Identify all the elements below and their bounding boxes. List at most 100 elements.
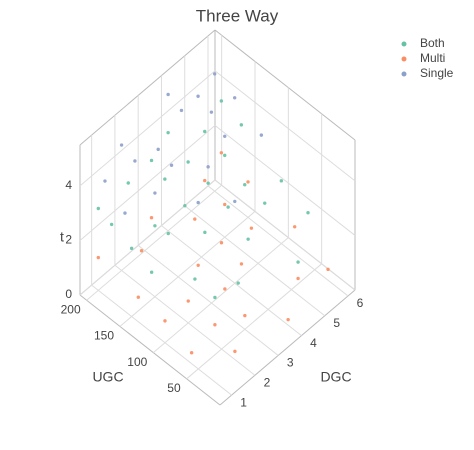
box-edge <box>79 29 216 146</box>
point <box>153 191 157 195</box>
legend-marker <box>401 41 407 47</box>
legend-marker <box>401 71 407 77</box>
point <box>226 205 230 209</box>
point <box>189 351 194 355</box>
point <box>123 211 127 215</box>
z-tick-label: 4 <box>65 178 72 192</box>
y-axis-title: UGC <box>92 369 123 385</box>
point <box>126 181 130 185</box>
z-tick-label: 0 <box>65 287 72 301</box>
point <box>232 96 237 100</box>
box-edge <box>219 289 356 406</box>
y-tick-label: 50 <box>167 381 181 395</box>
point <box>179 108 184 113</box>
point <box>96 206 101 211</box>
point <box>129 246 134 251</box>
point <box>196 94 200 98</box>
point <box>223 153 227 158</box>
point <box>259 133 264 137</box>
grid-line <box>214 70 356 182</box>
point <box>149 270 154 274</box>
point <box>139 249 144 253</box>
point <box>246 237 250 241</box>
point <box>193 217 197 221</box>
grid-line <box>119 211 256 327</box>
point <box>236 281 240 285</box>
point <box>306 211 310 215</box>
point <box>223 134 227 138</box>
x-axis-title: DGC <box>320 369 351 385</box>
chart-title: Three Way <box>196 6 279 25</box>
point <box>103 179 107 183</box>
point <box>296 276 300 281</box>
legend-marker <box>401 56 407 62</box>
grid-line <box>161 225 302 336</box>
point <box>193 277 197 281</box>
point <box>279 179 284 183</box>
x-tick-label: 1 <box>240 395 247 409</box>
y-tick-label: 150 <box>94 329 114 343</box>
point <box>326 267 330 272</box>
point <box>233 199 237 204</box>
point <box>163 319 167 323</box>
grid-line <box>86 184 222 301</box>
grid-line <box>79 125 216 241</box>
point <box>133 159 137 163</box>
point <box>206 181 210 185</box>
legend-label: Multi <box>420 51 445 65</box>
legend-label: Single <box>420 66 454 80</box>
point <box>219 241 224 245</box>
grid-line <box>207 185 349 297</box>
point <box>239 123 244 127</box>
point <box>219 99 224 103</box>
point <box>203 178 207 183</box>
grid-line <box>91 284 232 396</box>
point <box>243 183 247 187</box>
point <box>169 163 174 167</box>
point <box>203 230 207 235</box>
grid-line <box>184 205 326 317</box>
z-axis-title: t <box>60 229 64 245</box>
x-tick-label: 5 <box>333 316 340 330</box>
point <box>166 231 170 236</box>
point <box>153 224 157 228</box>
point <box>212 72 217 76</box>
grid-line <box>214 179 356 291</box>
z-tick-label: 2 <box>65 233 72 247</box>
box-edge <box>79 294 221 406</box>
point <box>243 313 247 318</box>
x-tick-label: 4 <box>310 336 317 350</box>
grid-line <box>79 70 216 187</box>
point <box>296 260 300 264</box>
point <box>166 92 170 97</box>
grid-line <box>79 179 216 296</box>
y-tick-label: 200 <box>61 302 81 316</box>
point <box>223 287 227 291</box>
point <box>219 151 224 155</box>
point <box>166 130 170 135</box>
grid-line <box>137 245 279 356</box>
point <box>249 226 254 230</box>
point <box>186 299 190 303</box>
legend-label: Both <box>420 36 445 50</box>
point <box>263 201 267 205</box>
point <box>196 263 200 268</box>
grid-line <box>214 125 356 236</box>
point <box>246 180 250 184</box>
x-tick-label: 3 <box>287 356 294 370</box>
point <box>119 143 124 147</box>
point <box>149 158 154 163</box>
point <box>213 323 217 327</box>
point <box>96 255 101 260</box>
point <box>149 216 154 220</box>
x-tick-label: 6 <box>357 296 364 310</box>
point <box>183 204 187 208</box>
point <box>223 202 227 207</box>
point <box>186 160 190 164</box>
point <box>203 129 207 134</box>
point <box>209 110 214 114</box>
box-edge <box>214 29 356 141</box>
point <box>292 225 297 229</box>
